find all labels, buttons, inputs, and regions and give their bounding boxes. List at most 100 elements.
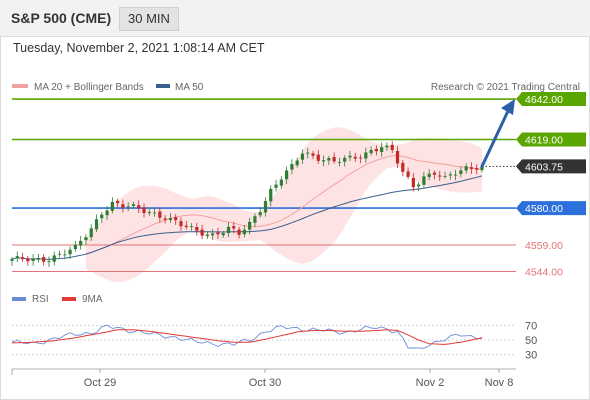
candle (332, 152, 336, 164)
level-label-3: 4580.00 (516, 201, 586, 216)
candle-body (364, 152, 368, 159)
candle (374, 145, 378, 156)
candle-body (89, 228, 93, 238)
candle (475, 164, 479, 174)
candle (401, 159, 405, 177)
candle (343, 155, 347, 167)
candle-body (63, 254, 67, 256)
rsi-tick-label: 30 (525, 350, 537, 362)
candle-body (432, 172, 437, 175)
candle (221, 230, 225, 238)
resistance-level-label: 4619.00 (525, 135, 563, 147)
candle (311, 150, 315, 160)
pivot-level-label: 4580.00 (525, 203, 563, 215)
candle (337, 157, 342, 167)
level-label-0: 4642.00 (516, 92, 586, 107)
candle-body (422, 176, 426, 185)
rsi-legend-swatch (12, 297, 26, 301)
timeframe-badge[interactable]: 30 MIN (119, 7, 179, 31)
candle (26, 255, 30, 266)
candle (47, 256, 51, 268)
candle-body (385, 145, 389, 148)
candle-body (401, 162, 405, 172)
level-label-4: 4559.00 (525, 240, 563, 252)
candle-body (147, 212, 151, 214)
candle-body (453, 174, 458, 176)
resistance-level-tag (516, 92, 586, 107)
candle-body (31, 258, 35, 261)
candle-body (358, 157, 363, 159)
ma50-legend-label: MA 50 (175, 82, 204, 93)
candle (100, 212, 104, 223)
candle (306, 147, 310, 159)
time-axis: Oct 29 Oct 30 Nov 2 Nov 8 (11, 368, 516, 389)
candle-body (464, 166, 468, 171)
rsi-ma-legend-swatch (62, 297, 76, 301)
candle-body (105, 210, 109, 216)
candle-body (205, 234, 209, 236)
candle (205, 232, 209, 239)
candle-body (274, 184, 278, 188)
candle-body (179, 221, 183, 227)
candle-body (36, 258, 41, 260)
candle-body (269, 188, 273, 202)
candle (453, 169, 458, 181)
candle-body (411, 177, 415, 188)
candle-body (116, 200, 120, 204)
rsi-panel: 70 50 30 (11, 320, 537, 362)
candle (427, 169, 431, 181)
rsi-legend-label: RSI (32, 294, 49, 305)
time-tick-label: Nov 8 (485, 377, 514, 389)
candle (242, 224, 246, 238)
candle (248, 217, 252, 235)
forecast-arrow-shaft (480, 109, 510, 168)
candle-body (10, 259, 14, 261)
last-level-tag (516, 159, 586, 174)
candle (211, 229, 215, 241)
candle (116, 198, 120, 208)
level-label-1: 4619.00 (516, 132, 586, 147)
support-level-label: 4559.00 (525, 240, 563, 252)
candle (89, 224, 93, 241)
candle-body (57, 253, 62, 255)
resistance-level-label: 4642.00 (525, 94, 563, 106)
candle (195, 222, 199, 236)
candle-body (380, 147, 384, 152)
candle (152, 207, 157, 217)
candle (364, 147, 368, 163)
support-level-label: 4544.00 (525, 266, 563, 278)
candle-body (469, 167, 474, 169)
candle (68, 246, 72, 259)
candle (385, 142, 389, 151)
time-tick-label: Nov 2 (416, 377, 445, 389)
candle-body (343, 157, 347, 162)
candle (269, 185, 273, 207)
candle (168, 213, 173, 223)
level-label-5: 4544.00 (525, 266, 563, 278)
candle-body (390, 144, 394, 150)
candle (448, 171, 452, 180)
candle-body (263, 200, 268, 213)
ma50-legend-swatch (156, 84, 170, 88)
candle-body (200, 229, 204, 236)
rsi-tick-label: 50 (525, 335, 537, 347)
candle (327, 155, 331, 165)
candle (295, 157, 299, 168)
ma50-line (11, 175, 483, 260)
bb-legend-label: MA 20 + Bollinger Bands (34, 82, 144, 93)
candle (84, 234, 88, 246)
candle (438, 170, 442, 181)
candle-body (52, 255, 56, 262)
candle-body (459, 170, 463, 174)
candle (432, 170, 437, 180)
rsi-ma-line (11, 329, 483, 345)
candle (131, 201, 136, 209)
candle (179, 217, 183, 231)
rsi-ma-legend-label: 9MA (82, 294, 103, 305)
candle (290, 159, 294, 175)
candle-body (68, 249, 72, 255)
candle-body (84, 237, 88, 241)
price-level-labels: 4642.00 4619.00 4603.75 4580.00 4559.00 4544.… (516, 92, 586, 278)
candle (200, 224, 204, 240)
candles (10, 141, 484, 268)
